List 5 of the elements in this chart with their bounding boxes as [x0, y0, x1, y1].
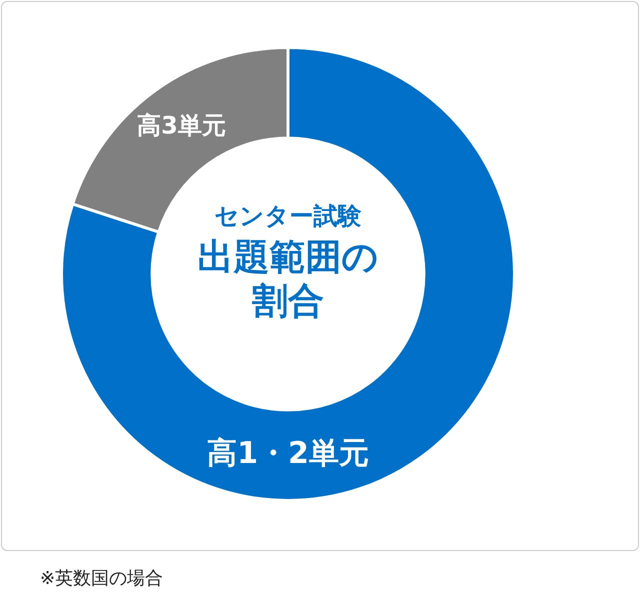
text: 出題範囲の割合	[196, 236, 380, 324]
text: センター試験	[214, 201, 362, 232]
text: ※英数国の場合	[40, 567, 164, 590]
slice-label: 高1・2単元	[207, 436, 369, 471]
slice-label: 高3単元	[137, 112, 226, 140]
